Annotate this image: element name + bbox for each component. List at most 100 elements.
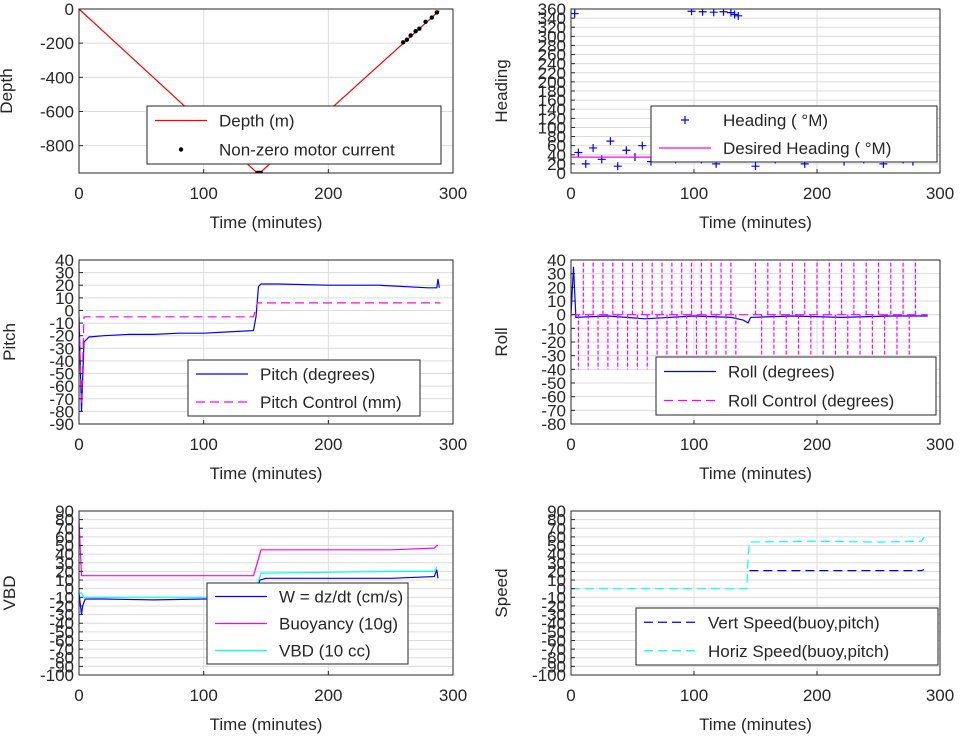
roll-ytick-label: 30 bbox=[547, 265, 566, 284]
speed-ytick-label: -60 bbox=[541, 631, 566, 650]
pitch-ytick-label: -80 bbox=[49, 402, 74, 421]
vbd-series-1-line bbox=[79, 519, 438, 577]
heading-ytick-label: 0 bbox=[557, 164, 566, 183]
heading-series-0-point bbox=[638, 141, 647, 150]
speed-ytick-label: 30 bbox=[547, 554, 566, 573]
vbd-ytick-label: 50 bbox=[55, 537, 74, 556]
speed-series-1-line bbox=[571, 536, 925, 590]
speed-ytick-label: 50 bbox=[547, 537, 566, 556]
heading-series-1-point bbox=[734, 11, 743, 20]
roll-ytick-label: -30 bbox=[541, 347, 566, 366]
vbd-ytick-label: -60 bbox=[49, 631, 74, 650]
heading-series-0-point bbox=[574, 148, 583, 157]
heading-ytick-label: 60 bbox=[547, 137, 566, 156]
heading-ytick-label: 320 bbox=[538, 18, 566, 37]
heading-ytick-label: 40 bbox=[547, 146, 566, 165]
roll-legend-label: Roll Control (degrees) bbox=[728, 392, 894, 411]
depth-series-1-point bbox=[258, 170, 264, 173]
speed-ytick-label: 0 bbox=[557, 580, 566, 599]
heading-xtick-label: 200 bbox=[803, 184, 831, 203]
vbd-legend: W = dz/dt (cm/s) Buoyancy (10g) VBD (10 cc… bbox=[206, 582, 409, 665]
speed-ytick-label: -100 bbox=[532, 666, 566, 685]
heading-panel: 0 100 200 300020406080100120140160180200220… bbox=[492, 0, 954, 232]
depth-axes-box bbox=[78, 8, 454, 174]
vbd-ytick-label: 70 bbox=[55, 519, 74, 538]
depth-series-1-point bbox=[400, 40, 406, 45]
heading-series-1-point bbox=[726, 9, 735, 17]
depth-series-1-point bbox=[434, 10, 439, 15]
vbd-ytick-label: -10 bbox=[49, 588, 74, 607]
pitch-ytick-label: 40 bbox=[55, 251, 74, 270]
pitch-series-0-line bbox=[79, 278, 440, 412]
depth-data bbox=[79, 9, 440, 173]
pitch-xtick-label: 0 bbox=[74, 435, 83, 454]
depth-series-1-point bbox=[417, 26, 422, 31]
pitch-data bbox=[79, 278, 441, 412]
pitch-ytick-label: -50 bbox=[49, 365, 74, 384]
vbd-ytick-label: -30 bbox=[49, 606, 74, 625]
vbd-xtick-label: 100 bbox=[189, 686, 217, 705]
speed-ytick-label: 40 bbox=[547, 545, 566, 564]
vbd-xtick-label: 0 bbox=[74, 686, 83, 705]
heading-ytick-label: 80 bbox=[547, 128, 566, 147]
pitch-ytick-label: -90 bbox=[49, 415, 74, 434]
speed-legend: Vert Speed(buoy,pitch) Horiz Speed(buoy,p… bbox=[635, 607, 939, 666]
roll-xtick-label: 300 bbox=[926, 435, 954, 454]
roll-ytick-label: 0 bbox=[557, 306, 566, 325]
heading-series-0-point bbox=[571, 9, 579, 18]
pitch-ytick-label: -20 bbox=[49, 327, 74, 346]
vbd-ytick-label: -100 bbox=[40, 666, 74, 685]
pitch-xtick-label: 100 bbox=[189, 435, 217, 454]
pitch-ytick-label: 10 bbox=[55, 289, 74, 308]
pitch-ytick-label: 30 bbox=[55, 264, 74, 283]
vbd-ytick-label: -80 bbox=[49, 649, 74, 668]
roll-ytick-label: -80 bbox=[541, 415, 566, 434]
heading-series-1-point bbox=[730, 10, 739, 19]
speed-xlabel: Time (minutes) bbox=[699, 715, 812, 734]
roll-ytick-label: -70 bbox=[541, 401, 566, 420]
heading-series-1-point bbox=[687, 9, 696, 16]
speed-legend-box bbox=[635, 607, 939, 666]
roll-legend-box bbox=[655, 356, 937, 416]
roll-ytick-label: 20 bbox=[547, 278, 566, 297]
heading-ytick-label: 180 bbox=[538, 82, 566, 101]
speed-ytick-label: -90 bbox=[541, 657, 566, 676]
heading-legend-label: Heading ( °M) bbox=[723, 111, 828, 130]
depth-series-1-point bbox=[429, 15, 435, 20]
heading-ytick-label: 100 bbox=[538, 118, 566, 137]
depth-xtick-label: 300 bbox=[439, 184, 467, 203]
depth-legend-box bbox=[146, 105, 442, 165]
heading-ytick-label: 340 bbox=[538, 9, 566, 28]
depth-series-1-point bbox=[404, 37, 410, 42]
vbd-xtick-label: 200 bbox=[314, 686, 342, 705]
vbd-ytick-label: -20 bbox=[49, 597, 74, 616]
pitch-axes-box bbox=[78, 259, 454, 425]
vbd-legend-label: VBD (10 cc) bbox=[279, 642, 371, 661]
depth-xlabel: Time (minutes) bbox=[210, 213, 323, 232]
heading-legend-label: Desired Heading ( °M) bbox=[723, 139, 891, 158]
pitch-ytick-label: -70 bbox=[49, 390, 74, 409]
pitch-ylabel: Pitch bbox=[0, 323, 19, 361]
roll-ytick-label: 10 bbox=[547, 292, 566, 311]
heading-ytick-label: 200 bbox=[538, 73, 566, 92]
heading-ytick-label: 20 bbox=[547, 155, 566, 174]
heading-ytick-label: 260 bbox=[538, 46, 566, 65]
heading-xtick-label: 100 bbox=[680, 184, 708, 203]
roll-series-0-line bbox=[571, 266, 928, 324]
heading-ytick-label: 300 bbox=[538, 27, 566, 46]
pitch-ytick-label: -10 bbox=[49, 314, 74, 333]
heading-ytick-label: 160 bbox=[538, 91, 566, 110]
vbd-ytick-label: 30 bbox=[55, 554, 74, 573]
roll-ytick-label: 40 bbox=[547, 251, 566, 270]
depth-ytick-label: 0 bbox=[65, 0, 74, 19]
pitch-ytick-label: -40 bbox=[49, 352, 74, 371]
speed-ytick-label: -70 bbox=[541, 640, 566, 659]
vbd-ytick-label: 20 bbox=[55, 562, 74, 581]
heading-legend-box bbox=[650, 105, 938, 163]
speed-ytick-label: -20 bbox=[541, 597, 566, 616]
speed-series-0-line bbox=[749, 569, 925, 572]
pitch-legend: Pitch (degrees) Pitch Control (mm) bbox=[187, 359, 421, 417]
heading-legend: Heading ( °M) Desired Heading ( °M) bbox=[650, 105, 938, 163]
speed-ytick-label: 80 bbox=[547, 511, 566, 530]
